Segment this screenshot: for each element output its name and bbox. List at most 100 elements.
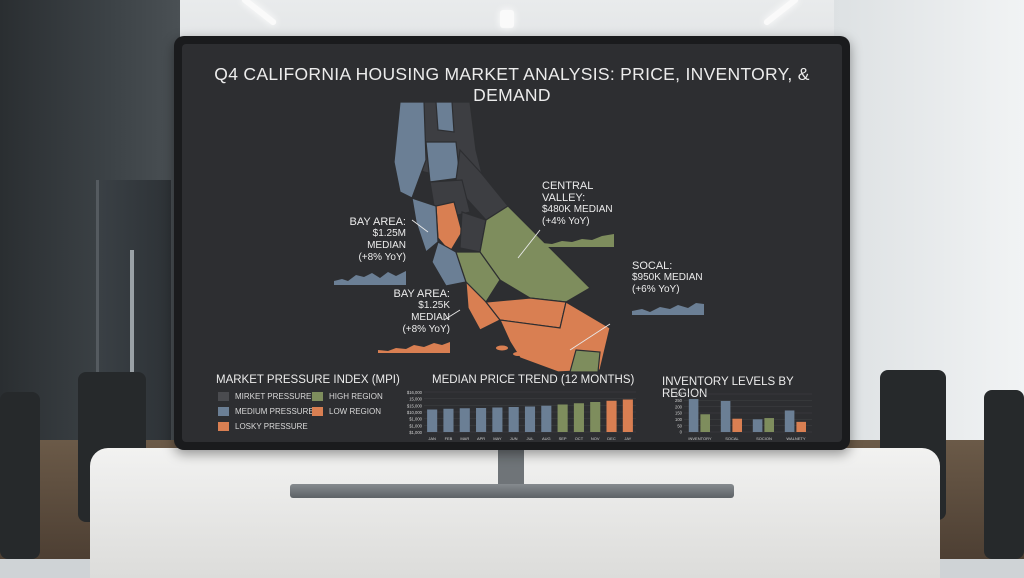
x-tick-label: SOCAL [725, 436, 739, 441]
callout-socal: SOCAL: $950K MEDIAN (+6% YoY) [632, 260, 712, 315]
y-tick-label: 300 [675, 392, 683, 397]
callout-head: BAY AREA: [349, 216, 406, 228]
inventory-bar [784, 410, 795, 432]
callout-bay-area-south: BAY AREA: $1.25K MEDIAN (+8% YoY) [378, 288, 450, 353]
callout-central-valley: CENTRAL VALLEY: $480K MEDIAN (+4% YoY) [542, 180, 632, 247]
price-bar [443, 408, 454, 432]
legend-swatch [218, 407, 229, 416]
x-tick-label: JUN [510, 436, 518, 441]
callout-bay-area: BAY AREA: $1.25M MEDIAN (+8% YoY) [334, 216, 406, 285]
california-map [393, 102, 611, 372]
y-tick-label: 200 [675, 404, 683, 409]
legend-swatch [218, 392, 229, 401]
mpi-legend-item: HIGH REGION [312, 392, 383, 401]
callout-yoy: (+4% YoY) [542, 216, 590, 227]
dashboard-title: Q4 CALIFORNIA HOUSING MARKET ANALYSIS: P… [214, 64, 810, 105]
price-bar [606, 400, 617, 432]
x-tick-label: SEP [559, 436, 567, 441]
callout-yoy: (+6% YoY) [632, 284, 680, 295]
door-handle [130, 250, 134, 390]
map-region-sac-north [425, 141, 461, 183]
mpi-legend-item: MEDIUM PRESSURE [218, 407, 314, 416]
map-island [496, 345, 508, 351]
x-tick-label: MAY [493, 436, 502, 441]
map-region-imperial [569, 349, 601, 372]
legend-label: MEDIUM PRESSURE [235, 407, 314, 416]
price-bar [557, 404, 568, 432]
x-tick-label: WALNETY [786, 436, 806, 441]
legend-label: LOW REGION [329, 407, 382, 416]
y-tick-label: 250 [675, 398, 683, 403]
price-bar [573, 403, 584, 432]
price-bar [590, 402, 601, 432]
x-tick-label: OCT [575, 436, 584, 441]
price-bar [622, 399, 633, 432]
map-island [513, 352, 523, 356]
leader-line-bay-area [411, 219, 429, 233]
price-trend-chart: $16,00015,000$15,000$10,000$1,000$1,000$… [407, 390, 636, 441]
monitor-stand-neck [498, 448, 524, 486]
inventory-bar [720, 400, 731, 432]
x-tick-label: INVENTORY [688, 436, 712, 441]
callout-yoy: (+8% YoY) [402, 324, 450, 335]
callout-head: SOCAL: [632, 260, 673, 272]
callout-head: CENTRAL VALLEY: [542, 180, 593, 204]
sparkline [632, 303, 704, 315]
price-bar [541, 405, 552, 432]
leader-line-socal [569, 323, 611, 351]
legend-swatch [218, 422, 229, 431]
sparkline [378, 342, 450, 353]
mpi-legend-item: LOSKY PRESSURE [218, 422, 308, 431]
callout-median: $950K MEDIAN [632, 272, 703, 283]
y-tick-label: 15,000 [409, 397, 422, 402]
price-bar [508, 407, 519, 432]
leader-line-central-valley [517, 229, 541, 259]
legend-swatch [312, 392, 323, 401]
inventory-bar [700, 414, 710, 432]
legend-label: MIRKET PRESSURE [235, 392, 312, 401]
office-chair [0, 392, 40, 559]
callout-median: $1.25M MEDIAN [367, 228, 406, 251]
x-tick-label: JUL [526, 436, 534, 441]
inventory-bar [752, 419, 763, 432]
sparkline [542, 234, 614, 247]
price-bar [476, 408, 487, 432]
callout-median: $480K MEDIAN [542, 204, 613, 215]
y-tick-label: 150 [675, 411, 683, 416]
mpi-title: MARKET PRESSURE INDEX (MPI) [216, 374, 400, 386]
mpi-legend-item: LOW REGION [312, 407, 381, 416]
price-bar [492, 407, 503, 432]
price-bar [427, 409, 438, 432]
callout-head: BAY AREA: [393, 288, 450, 300]
y-tick-label: $15,000 [407, 403, 423, 408]
dashboard-screen: Q4 CALIFORNIA HOUSING MARKET ANALYSIS: P… [182, 44, 842, 442]
inventory-bar [688, 399, 699, 432]
price-bar [524, 406, 536, 432]
x-tick-label: SOCION [756, 436, 772, 441]
y-tick-label: $1,000 [409, 423, 422, 428]
ceiling-light [500, 10, 514, 28]
x-tick-label: JAN [428, 436, 436, 441]
curved-monitor: Q4 CALIFORNIA HOUSING MARKET ANALYSIS: P… [174, 36, 850, 450]
x-tick-label: AUG [542, 436, 551, 441]
price-trend-title: MEDIAN PRICE TREND (12 MONTHS) [432, 374, 635, 386]
leader-line-bay-area-south [443, 309, 461, 321]
callout-yoy: (+8% YoY) [358, 252, 406, 263]
callout-median: $1.25K MEDIAN [411, 300, 450, 323]
sparkline [334, 271, 406, 285]
x-tick-label: FEB [445, 436, 453, 441]
legend-swatch [312, 407, 323, 416]
map-region-bay-blue [411, 197, 439, 254]
office-chair [984, 390, 1024, 559]
inventory-bar [796, 421, 806, 432]
y-tick-label: 0 [680, 430, 683, 435]
map-region-slo [465, 280, 501, 331]
y-tick-label: $16,000 [407, 390, 423, 395]
map-region-south-bay [431, 241, 467, 287]
y-tick-label: 50 [677, 423, 682, 428]
inventory-bar [732, 418, 742, 432]
x-tick-label: DEC [607, 436, 616, 441]
map-region-north-coast [393, 102, 427, 199]
mpi-legend-item: MIRKET PRESSURE [218, 392, 311, 401]
